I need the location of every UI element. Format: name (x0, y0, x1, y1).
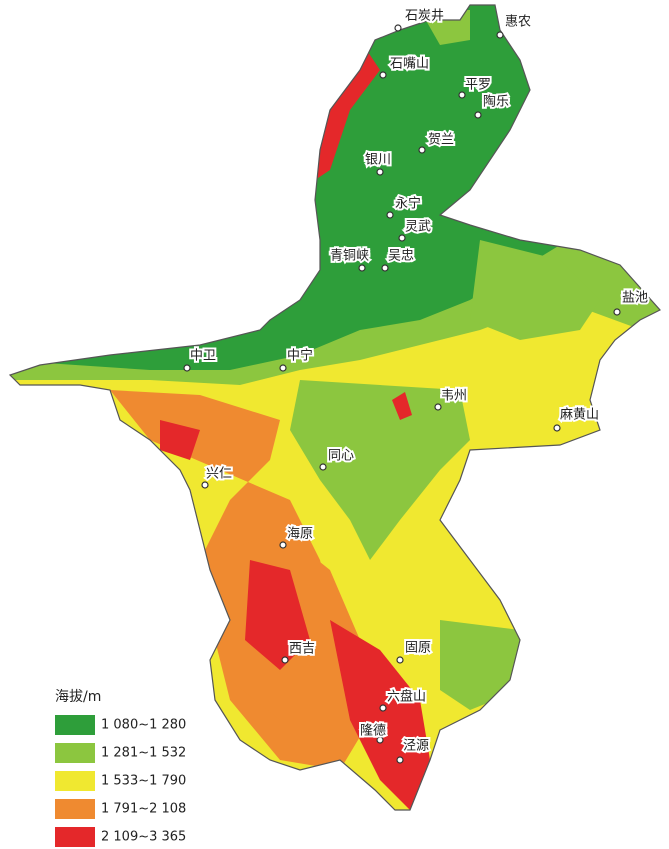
place-dot (496, 31, 504, 39)
place-label: 兴仁 (206, 467, 232, 482)
place-label: 石嘴山 (390, 57, 429, 72)
legend-label: 1 533~1 790 (101, 774, 186, 789)
place-dot (379, 71, 387, 79)
place-label: 海原 (287, 527, 313, 542)
place-dot (396, 756, 404, 764)
place-label: 贺兰 (428, 133, 454, 148)
legend-label: 1 080~1 280 (101, 718, 186, 733)
legend-swatch (55, 827, 95, 847)
place-dot (398, 234, 406, 242)
place-label: 中卫 (190, 349, 216, 364)
place-dot (396, 656, 404, 664)
place-label: 韦州 (441, 389, 467, 404)
place-label: 隆德 (360, 724, 386, 739)
place-label: 平罗 (465, 78, 491, 93)
place-dot (376, 736, 384, 744)
place-dot (386, 211, 394, 219)
border (8, 4, 661, 811)
legend-swatch (55, 799, 95, 819)
place-dot (381, 264, 389, 272)
place-label: 惠农 (505, 15, 531, 30)
place-label: 灵武 (405, 220, 431, 235)
place-dot (279, 364, 287, 372)
place-label: 泾源 (403, 739, 429, 754)
place-dot (553, 424, 561, 432)
place-label: 固原 (405, 641, 431, 656)
place-label: 麻黄山 (560, 408, 599, 423)
place-label: 永宁 (395, 196, 421, 212)
place-label: 青铜峡 (330, 249, 369, 264)
place-label: 石炭井 (405, 9, 444, 24)
place-dot (418, 146, 426, 154)
legend: 海拔/m 1 080~1 280 1 281~1 532 1 533~1 790 1 … (55, 689, 186, 847)
legend-swatch (55, 743, 95, 763)
place-dot (434, 403, 442, 411)
place-dot (358, 264, 366, 272)
place-label: 银川 (365, 153, 391, 168)
legend-swatch (55, 715, 95, 735)
place-dot (613, 308, 621, 316)
place-label: 陶乐 (483, 94, 509, 110)
place-dot (183, 364, 191, 372)
legend-title: 海拔/m (55, 689, 101, 705)
place-label: 中宁 (287, 348, 313, 364)
place-dot (279, 541, 287, 549)
legend-label: 1 281~1 532 (101, 746, 186, 761)
place-dot (201, 481, 209, 489)
legend-label: 2 109~3 365 (101, 830, 186, 845)
place-label: 西吉 (289, 642, 315, 657)
legend-swatch (55, 771, 95, 791)
place-dot (394, 24, 402, 32)
legend-label: 1 791~2 108 (101, 802, 186, 817)
place-label: 同心 (328, 449, 354, 464)
place-label: 六盘山 (387, 689, 426, 705)
place-dot (376, 168, 384, 176)
place-dot (458, 91, 466, 99)
place-dot (319, 463, 327, 471)
place-label: 盐池 (622, 291, 648, 306)
place-dot (474, 111, 482, 119)
place-dot (281, 656, 289, 664)
place-dot (379, 704, 387, 712)
place-label: 吴忠 (388, 249, 414, 264)
